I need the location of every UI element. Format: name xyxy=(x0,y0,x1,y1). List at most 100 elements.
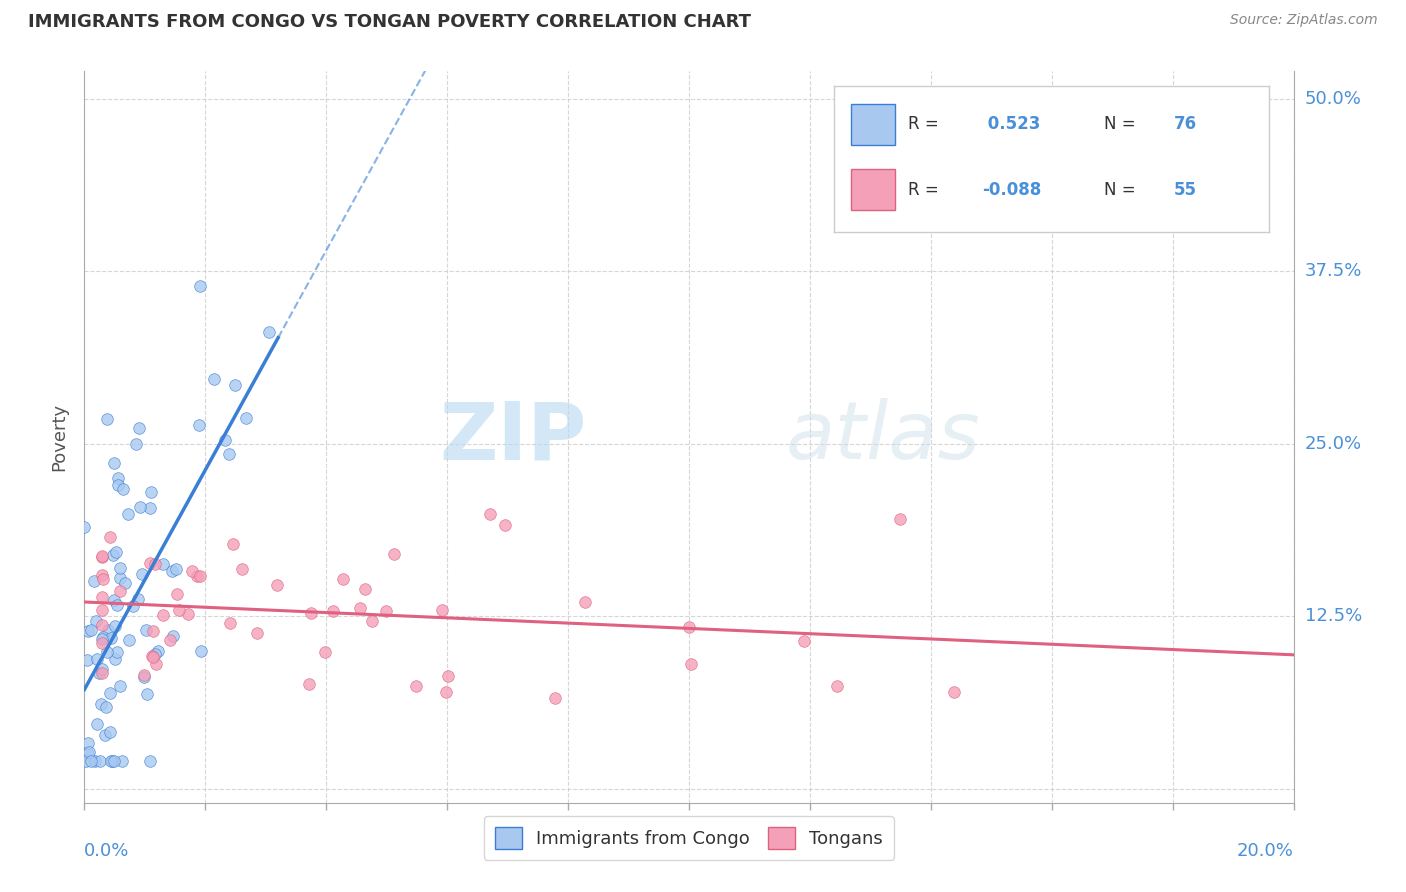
Point xyxy=(118,633,141,648)
Point xyxy=(105,645,128,659)
Point xyxy=(91,590,114,604)
Point xyxy=(100,755,122,769)
Text: atlas: atlas xyxy=(786,398,980,476)
Point xyxy=(86,717,108,731)
Point xyxy=(187,418,209,433)
Point xyxy=(91,603,114,617)
Text: 50.0%: 50.0% xyxy=(1305,90,1361,108)
Point xyxy=(103,755,125,769)
Point xyxy=(96,700,118,714)
Point xyxy=(190,644,212,658)
Point xyxy=(574,595,596,609)
Point xyxy=(91,630,114,644)
Point xyxy=(107,477,129,491)
Point xyxy=(108,679,131,693)
Point xyxy=(131,567,153,582)
Point xyxy=(332,572,354,586)
Point xyxy=(162,629,184,643)
Point xyxy=(103,548,125,562)
Point xyxy=(80,755,103,769)
Point xyxy=(478,508,501,522)
Point xyxy=(91,549,114,563)
Point xyxy=(73,520,96,534)
Point xyxy=(382,547,405,561)
Point xyxy=(434,684,457,698)
Text: 25.0%: 25.0% xyxy=(1305,435,1362,453)
Point xyxy=(98,530,121,544)
Text: 0.0%: 0.0% xyxy=(84,842,129,860)
Point xyxy=(298,677,321,691)
Point xyxy=(349,601,371,615)
Point xyxy=(219,616,242,631)
Point xyxy=(98,686,121,700)
Point xyxy=(103,592,125,607)
Point xyxy=(105,599,128,613)
Point xyxy=(176,607,198,621)
Point xyxy=(91,665,114,680)
Point xyxy=(132,667,155,681)
Point xyxy=(75,755,97,769)
Point xyxy=(76,624,98,639)
Point xyxy=(141,485,163,500)
Point xyxy=(827,679,849,693)
Point xyxy=(218,447,240,461)
Text: ZIP: ZIP xyxy=(439,398,586,476)
Point xyxy=(224,377,246,392)
Point xyxy=(114,575,136,590)
Point xyxy=(134,670,156,684)
Point xyxy=(86,652,108,666)
Point xyxy=(138,501,160,516)
Point xyxy=(146,644,169,658)
Point xyxy=(301,606,323,620)
Point xyxy=(108,571,131,585)
Point xyxy=(110,560,132,574)
Point xyxy=(135,624,157,638)
Point xyxy=(125,437,148,451)
Point xyxy=(84,755,107,769)
Point xyxy=(96,624,118,638)
Point xyxy=(167,603,190,617)
Point xyxy=(152,607,174,622)
Point xyxy=(143,557,166,571)
Point xyxy=(190,279,212,293)
Point xyxy=(83,574,105,589)
Point xyxy=(437,669,460,683)
Point xyxy=(117,508,139,522)
Y-axis label: Poverty: Poverty xyxy=(51,403,69,471)
Point xyxy=(104,619,127,633)
Point xyxy=(89,755,111,769)
Point xyxy=(374,604,396,618)
Point xyxy=(214,433,236,447)
Point xyxy=(128,421,150,435)
Point xyxy=(152,557,174,571)
Point xyxy=(91,549,114,564)
Point xyxy=(889,511,911,525)
Point xyxy=(231,561,253,575)
Point xyxy=(91,636,114,650)
Point xyxy=(202,371,225,385)
Point xyxy=(93,572,115,586)
Point xyxy=(129,500,152,514)
Point xyxy=(494,518,516,533)
Point xyxy=(188,569,211,583)
Point xyxy=(127,592,149,607)
Text: Source: ZipAtlas.com: Source: ZipAtlas.com xyxy=(1230,13,1378,28)
Point xyxy=(186,569,208,583)
Point xyxy=(84,614,107,628)
Point xyxy=(122,599,145,614)
Point xyxy=(91,663,114,677)
Point xyxy=(103,456,125,470)
Text: 20.0%: 20.0% xyxy=(1237,842,1294,860)
Point xyxy=(90,697,112,711)
Point xyxy=(266,578,288,592)
Point xyxy=(139,755,162,769)
Point xyxy=(110,584,132,599)
Point xyxy=(104,545,127,559)
Point xyxy=(77,747,100,761)
Point xyxy=(180,564,202,578)
Point xyxy=(679,657,702,672)
Point xyxy=(91,618,114,632)
Point xyxy=(77,746,100,760)
Point xyxy=(353,582,375,597)
Point xyxy=(544,690,567,705)
